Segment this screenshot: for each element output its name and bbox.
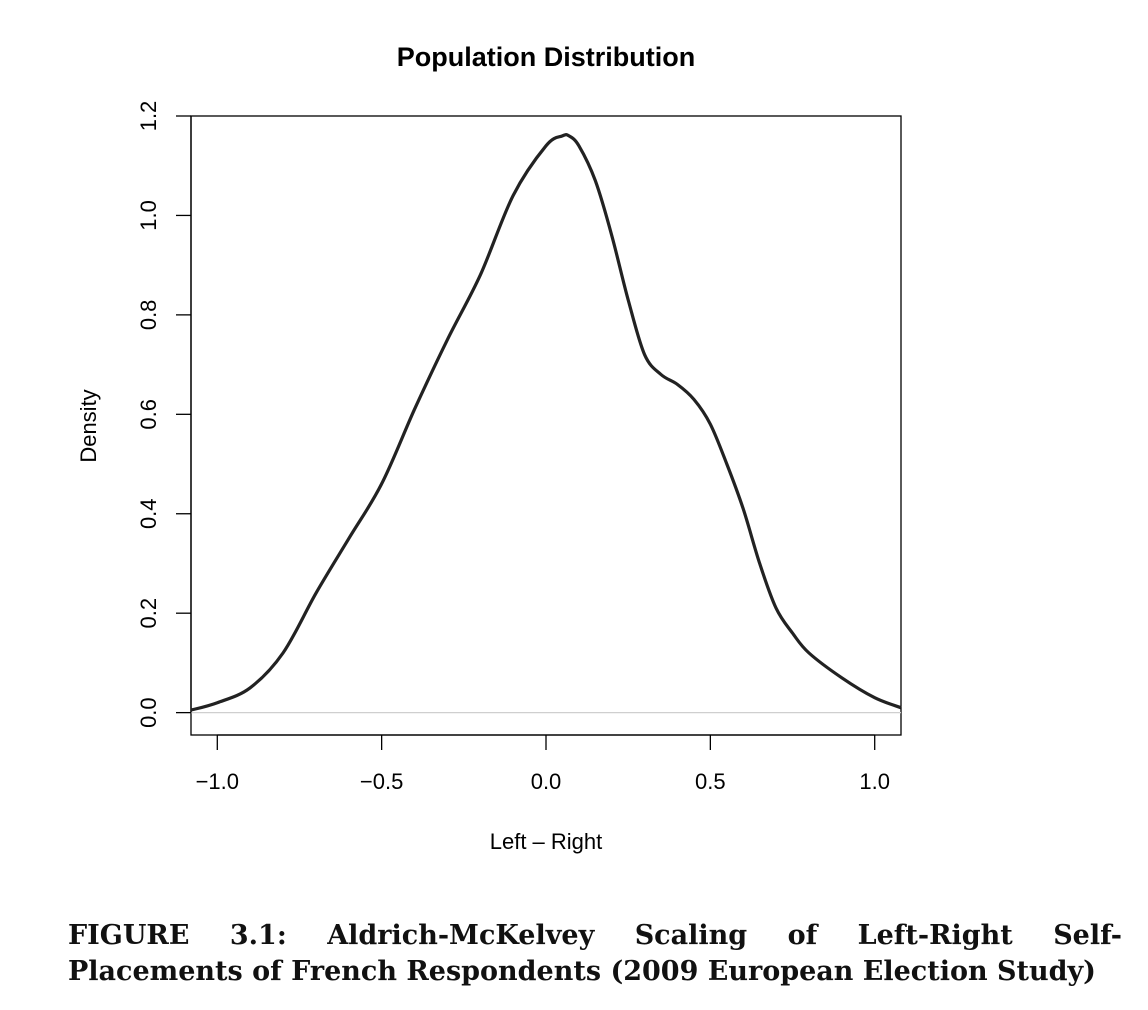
- caption-word: of: [787, 920, 818, 951]
- density-chart: Population Distribution Left – Right Den…: [76, 42, 902, 854]
- caption-word: FIGURE: [68, 920, 190, 951]
- y-tick-label: 0.6: [136, 399, 161, 430]
- chart-title: Population Distribution: [397, 42, 695, 72]
- y-tick-label: 1.2: [136, 101, 161, 132]
- y-tick-label: 0.4: [136, 498, 161, 529]
- caption-word: Left-Right: [857, 920, 1013, 951]
- caption-word: Scaling: [634, 920, 748, 951]
- caption-line-2: Placements of French Respondents (2009 E…: [68, 956, 1096, 987]
- plot-frame: [190, 115, 902, 736]
- y-axis-label: Density: [76, 389, 101, 462]
- y-tick-label: 0.2: [136, 598, 161, 629]
- y-tick-label: 1.0: [136, 200, 161, 231]
- x-tick-label: 1.0: [859, 769, 890, 794]
- density-curve: [190, 133, 902, 712]
- caption-word: Self-: [1053, 920, 1122, 951]
- y-tick-label: 0.8: [136, 300, 161, 331]
- figure-caption: FIGURE 3.1: Aldrich-McKelvey Scaling of Left-…: [68, 918, 1122, 990]
- caption-line-1: FIGURE 3.1: Aldrich-McKelvey Scaling of Left-…: [68, 918, 1122, 954]
- x-tick-label: 0.5: [695, 769, 726, 794]
- x-axis-label: Left – Right: [490, 829, 603, 854]
- x-tick-label: −0.5: [360, 769, 403, 794]
- x-tick-label: −1.0: [196, 769, 239, 794]
- caption-word: Aldrich-McKelvey: [327, 920, 595, 951]
- y-tick-label: 0.0: [136, 697, 161, 728]
- caption-word: 3.1:: [229, 920, 287, 951]
- x-tick-label: 0.0: [531, 769, 562, 794]
